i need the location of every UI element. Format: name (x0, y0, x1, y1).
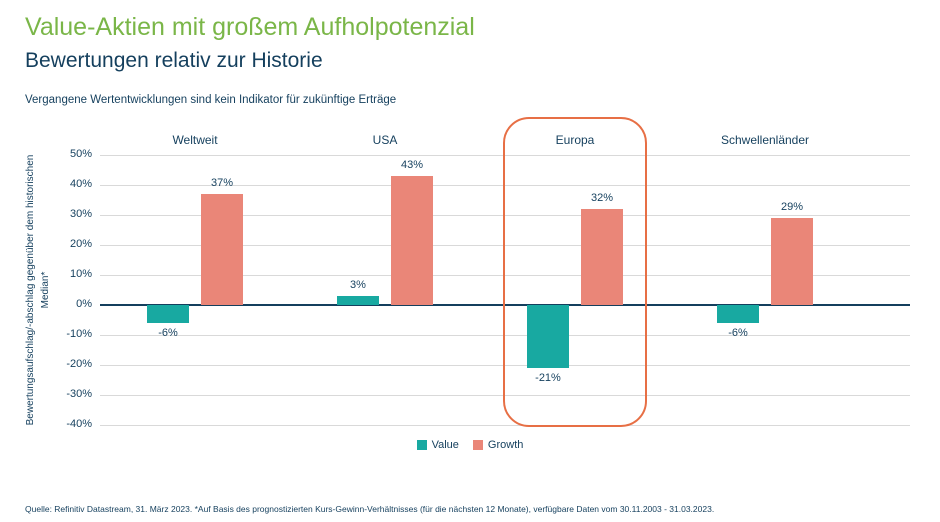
y-axis-tick-label: 0% (76, 298, 92, 310)
chart-legend: Value Growth (0, 439, 940, 451)
category-label-usa: USA (372, 133, 398, 147)
legend-swatch-value (416, 440, 427, 450)
legend-item-growth: Growth (472, 439, 524, 451)
bar-value-weltweit (147, 305, 189, 323)
gridline (100, 215, 910, 216)
gridline (100, 185, 910, 186)
legend-label-growth: Growth (487, 439, 524, 451)
y-axis-tick-label: 20% (69, 238, 92, 250)
legend-swatch-growth (472, 440, 483, 450)
gridline (100, 425, 910, 426)
highlight-outline-europa (503, 117, 647, 427)
gridline (100, 275, 910, 276)
bar-value-label-value-schwellenl-nder: -6% (728, 327, 748, 339)
y-axis-tick-label: -30% (66, 388, 92, 400)
disclaimer-text: Vergangene Wertentwicklungen sind kein I… (25, 94, 397, 106)
gridline (100, 365, 910, 366)
y-axis-tick-label: 40% (69, 178, 92, 190)
source-text: Quelle: Refinitiv Datastream, 31. März 2… (25, 504, 715, 514)
bar-value-label-value-europa: -21% (535, 372, 561, 384)
bar-growth-weltweit (201, 194, 243, 305)
gridline (100, 155, 910, 156)
bar-value-usa (337, 296, 379, 305)
bar-growth-schwellenl-nder (771, 218, 813, 305)
gridline (100, 245, 910, 246)
legend-item-value: Value (416, 439, 459, 451)
page-title: Value-Aktien mit großem Aufholpotenzial (25, 13, 475, 41)
legend-label-value: Value (431, 439, 459, 451)
bar-value-label-growth-schwellenl-nder: 29% (780, 201, 804, 213)
zero-axis-line (100, 304, 910, 306)
bar-value-label-growth-usa: 43% (400, 159, 424, 171)
bar-value-label-growth-weltweit: 37% (210, 177, 234, 189)
bar-value-europa (527, 305, 569, 368)
category-label-schwellenl-nder: Schwellenländer (720, 133, 810, 147)
category-label-weltweit: Weltweit (172, 133, 218, 147)
bar-value-label-growth-europa: 32% (590, 192, 614, 204)
bar-value-label-value-usa: 3% (350, 279, 366, 291)
bar-value-schwellenl-nder (717, 305, 759, 323)
y-axis-tick-label: -20% (66, 358, 92, 370)
y-axis-tick-label: 10% (69, 268, 92, 280)
y-axis-tick-label: -10% (66, 328, 92, 340)
gridline (100, 335, 910, 336)
gridline (100, 395, 910, 396)
bar-growth-europa (581, 209, 623, 305)
y-axis-tick-label: 50% (69, 148, 92, 160)
category-label-europa: Europa (555, 133, 595, 147)
y-axis-tick-label: 30% (69, 208, 92, 220)
page-subtitle: Bewertungen relativ zur Historie (25, 49, 323, 72)
y-axis-tick-label: -40% (66, 418, 92, 430)
bar-value-label-value-weltweit: -6% (158, 327, 178, 339)
bar-growth-usa (391, 176, 433, 305)
